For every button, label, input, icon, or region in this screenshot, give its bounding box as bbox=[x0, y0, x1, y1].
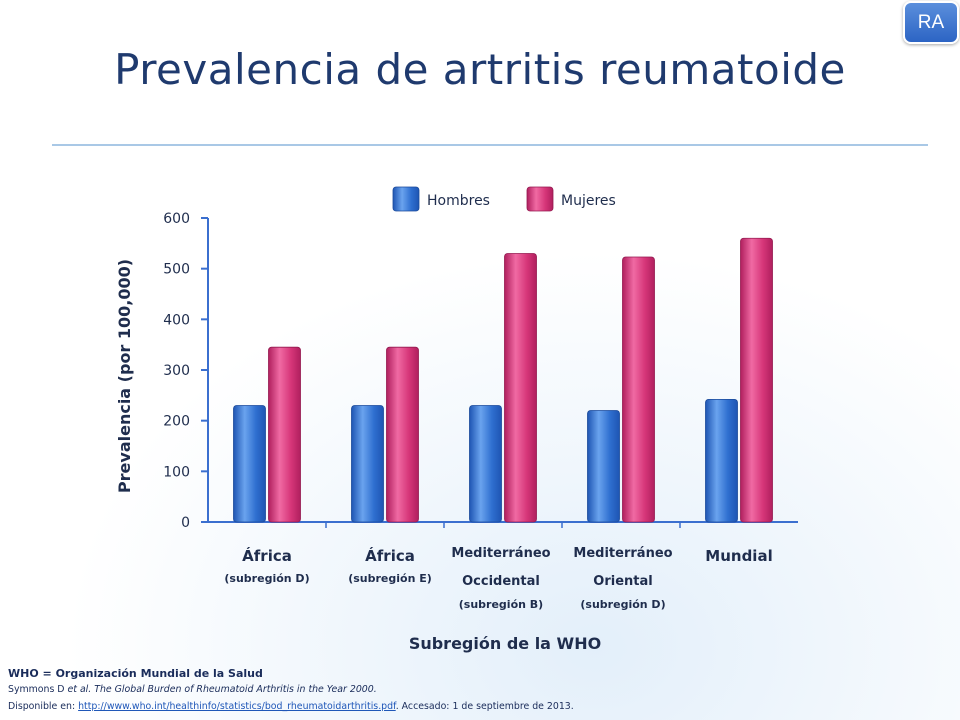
source-suffix: . Accesado: 1 de septiembre de 2013. bbox=[395, 701, 574, 712]
y-axis-title: Prevalencia (por 100,000) bbox=[115, 259, 134, 493]
bar-hombres-2 bbox=[351, 405, 384, 523]
ra-badge[interactable]: RA bbox=[903, 1, 959, 44]
bar-mujeres-1 bbox=[268, 346, 301, 523]
bar-hombres-3 bbox=[469, 405, 502, 523]
bar-hombres-1 bbox=[233, 405, 266, 523]
source-link[interactable]: http://www.who.int/healthinfo/statistics… bbox=[78, 701, 396, 712]
bar-mujeres-4 bbox=[622, 256, 655, 523]
x-category-label: Mediterráneo bbox=[573, 546, 672, 561]
x-axis-title: Subregión de la WHO bbox=[409, 634, 601, 653]
y-tick-label: 200 bbox=[163, 414, 190, 430]
x-category-label: África bbox=[242, 546, 292, 565]
footnote-source: Disponible en: http://www.who.int/health… bbox=[8, 698, 953, 715]
y-tick-label: 500 bbox=[163, 262, 190, 278]
source-prefix: Disponible en: bbox=[8, 701, 79, 712]
bar-mujeres-2 bbox=[386, 346, 419, 523]
citation-author: Symmons D bbox=[8, 684, 68, 695]
bar-mujeres-5 bbox=[740, 237, 773, 523]
footnote-citation: Symmons D et al. The Global Burden of Rh… bbox=[8, 681, 953, 698]
y-tick-label: 300 bbox=[163, 363, 190, 379]
citation-text: et al. The Global Burden of Rheumatoid A… bbox=[67, 684, 377, 695]
bar-hombres-5 bbox=[705, 398, 738, 523]
x-category-sublabel: (subregión E) bbox=[348, 572, 432, 585]
x-category-sublabel: (subregión D) bbox=[224, 572, 309, 585]
y-tick-label: 600 bbox=[163, 211, 190, 227]
y-tick-label: 0 bbox=[181, 515, 190, 531]
x-category-label: Mediterráneo bbox=[451, 546, 550, 561]
legend-label-hombres: Hombres bbox=[427, 193, 490, 209]
x-category-sublabel: (subregión D) bbox=[580, 598, 665, 611]
title-divider bbox=[52, 144, 928, 146]
bar-mujeres-3 bbox=[504, 253, 537, 523]
x-category-sublabel: Occidental bbox=[462, 574, 540, 589]
legend-swatch-hombres bbox=[392, 186, 420, 212]
page-title: Prevalencia de artritis reumatoide bbox=[114, 45, 846, 94]
legend-swatch-mujeres bbox=[526, 186, 554, 212]
x-category-sublabel: (subregión B) bbox=[459, 598, 543, 611]
x-category-sublabel: Oriental bbox=[593, 574, 652, 589]
x-category-label: África bbox=[365, 546, 415, 565]
y-tick-label: 400 bbox=[163, 312, 190, 328]
bar-hombres-4 bbox=[587, 410, 620, 523]
footnotes: WHO = Organización Mundial de la Salud S… bbox=[8, 666, 953, 715]
y-tick-label: 100 bbox=[163, 464, 190, 480]
footnote-definition: WHO = Organización Mundial de la Salud bbox=[8, 667, 263, 680]
x-category-label: Mundial bbox=[705, 547, 772, 565]
legend-label-mujeres: Mujeres bbox=[561, 193, 616, 209]
